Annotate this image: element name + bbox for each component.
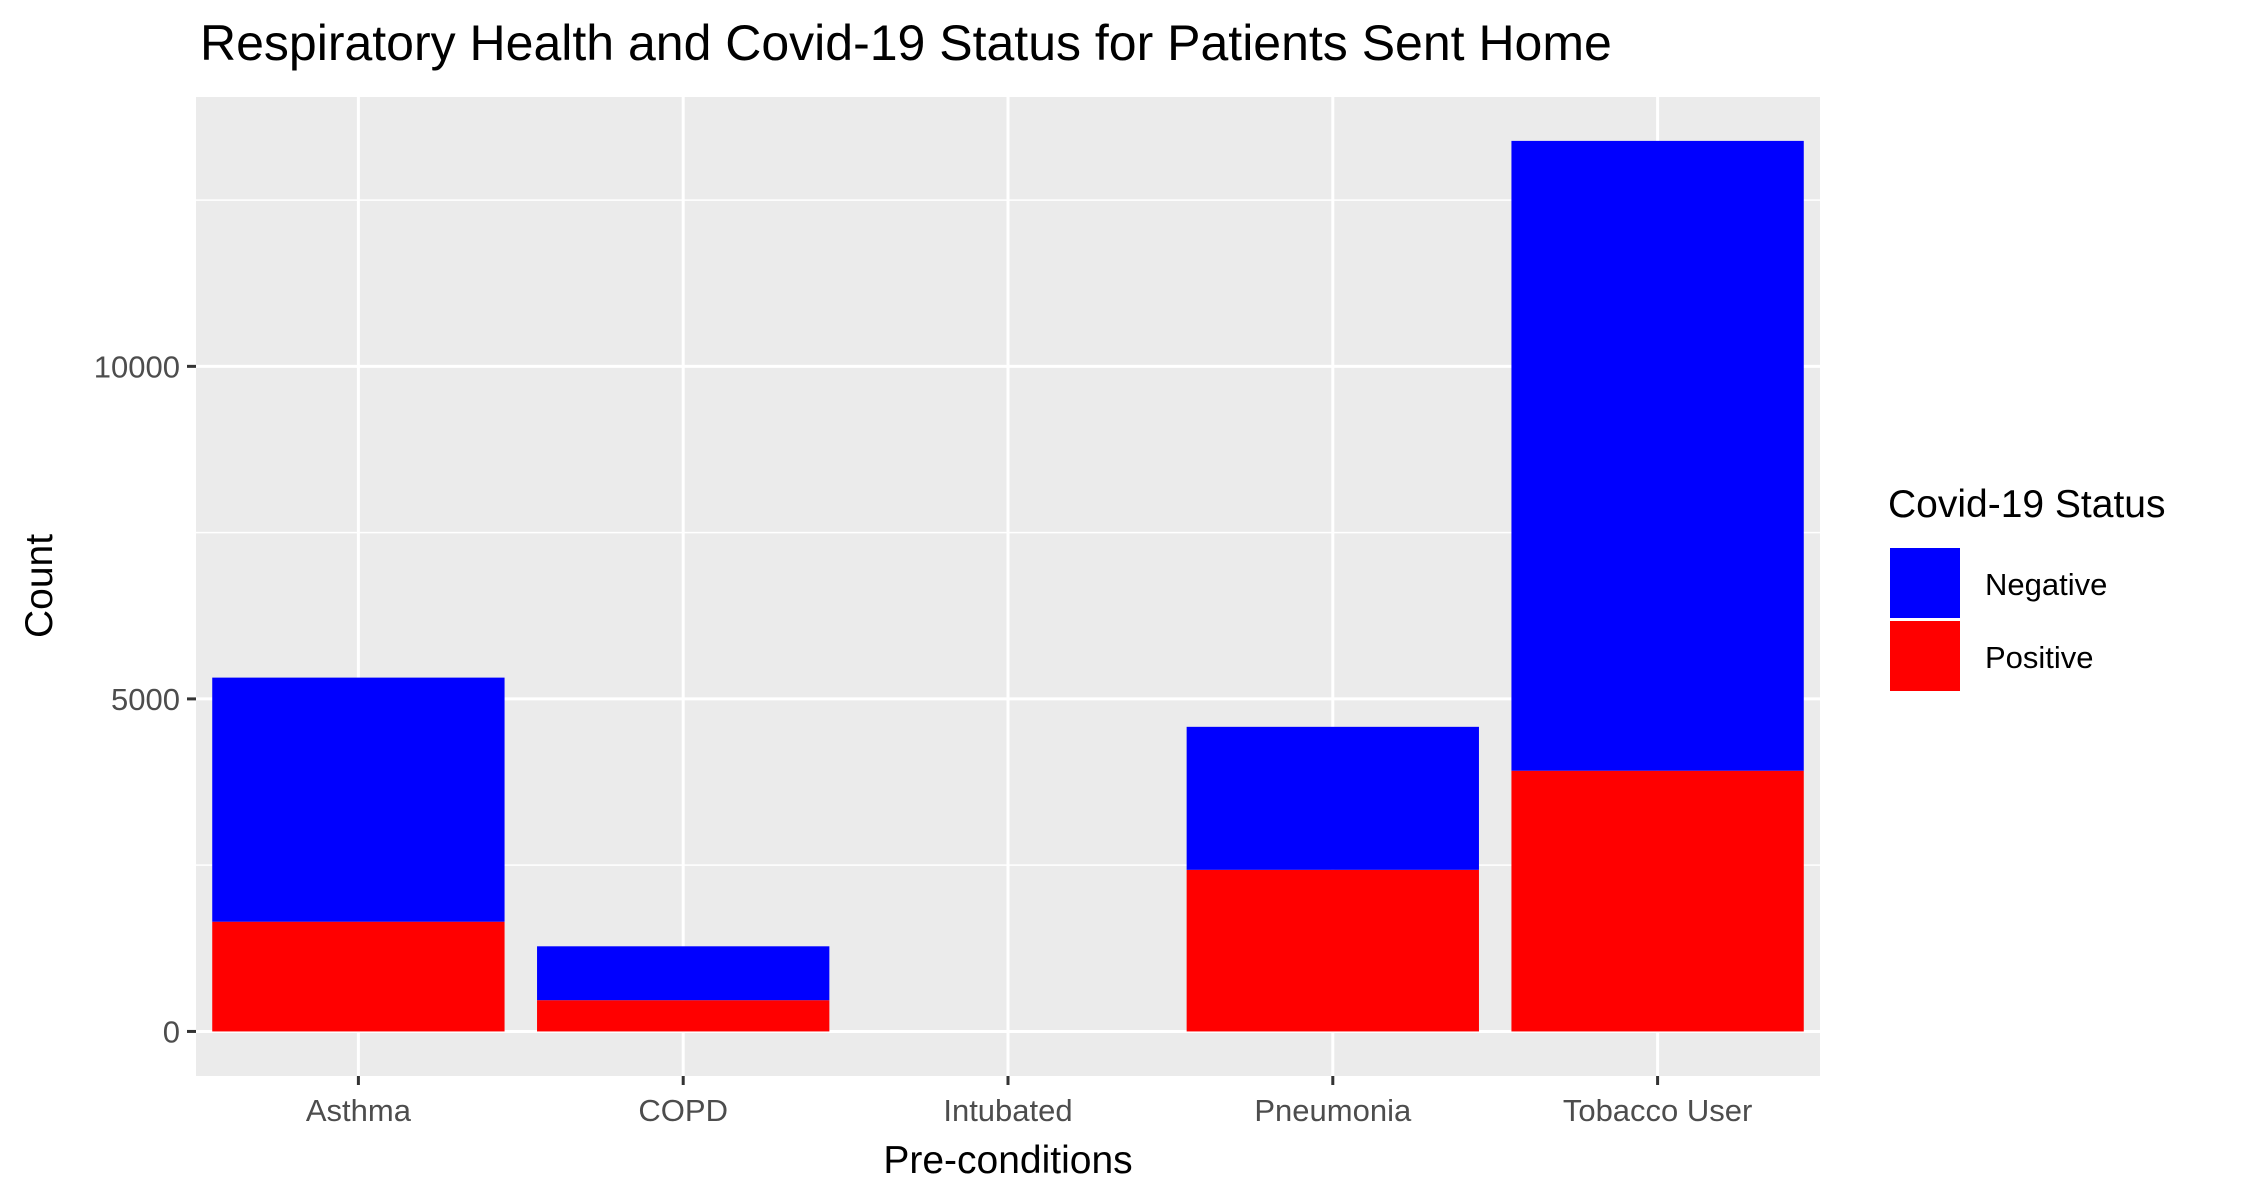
legend: Covid-19 Status Negative Positive <box>1888 483 2165 691</box>
x-tick-label: Intubated <box>943 1093 1072 1128</box>
legend-label-positive: Positive <box>1985 640 2094 675</box>
legend-swatch-positive <box>1890 621 1960 691</box>
y-tick-label: 0 <box>163 1014 180 1049</box>
x-axis-title: Pre-conditions <box>883 1139 1132 1182</box>
x-tick-label: Tobacco User <box>1563 1093 1753 1128</box>
x-tick-label: Asthma <box>306 1093 412 1128</box>
x-tick-label: COPD <box>638 1093 728 1128</box>
x-axis: Asthma COPD Intubated Pneumonia Tobacco User <box>306 1076 1753 1128</box>
y-tick-label: 5000 <box>111 682 180 717</box>
bar-tobacco-user-positive <box>1511 770 1804 1032</box>
bar-copd-positive <box>537 1000 830 1032</box>
x-tick-label: Pneumonia <box>1254 1093 1412 1128</box>
chart-title: Respiratory Health and Covid-19 Status f… <box>200 15 1612 71</box>
y-tick-label: 10000 <box>94 349 180 384</box>
bar-pneumonia-positive <box>1186 869 1479 1032</box>
bars <box>212 140 1804 1032</box>
bar-asthma-positive <box>212 921 505 1032</box>
legend-swatch-negative <box>1890 548 1960 618</box>
legend-title: Covid-19 Status <box>1888 483 2165 526</box>
bar-copd-negative <box>537 946 830 1001</box>
bar-tobacco-user-negative <box>1511 140 1804 771</box>
bar-asthma-negative <box>212 677 505 922</box>
bar-pneumonia-negative <box>1186 726 1479 870</box>
y-axis-title: Count <box>18 534 61 638</box>
legend-label-negative: Negative <box>1985 567 2107 602</box>
y-axis: 0 5000 10000 <box>94 349 196 1049</box>
